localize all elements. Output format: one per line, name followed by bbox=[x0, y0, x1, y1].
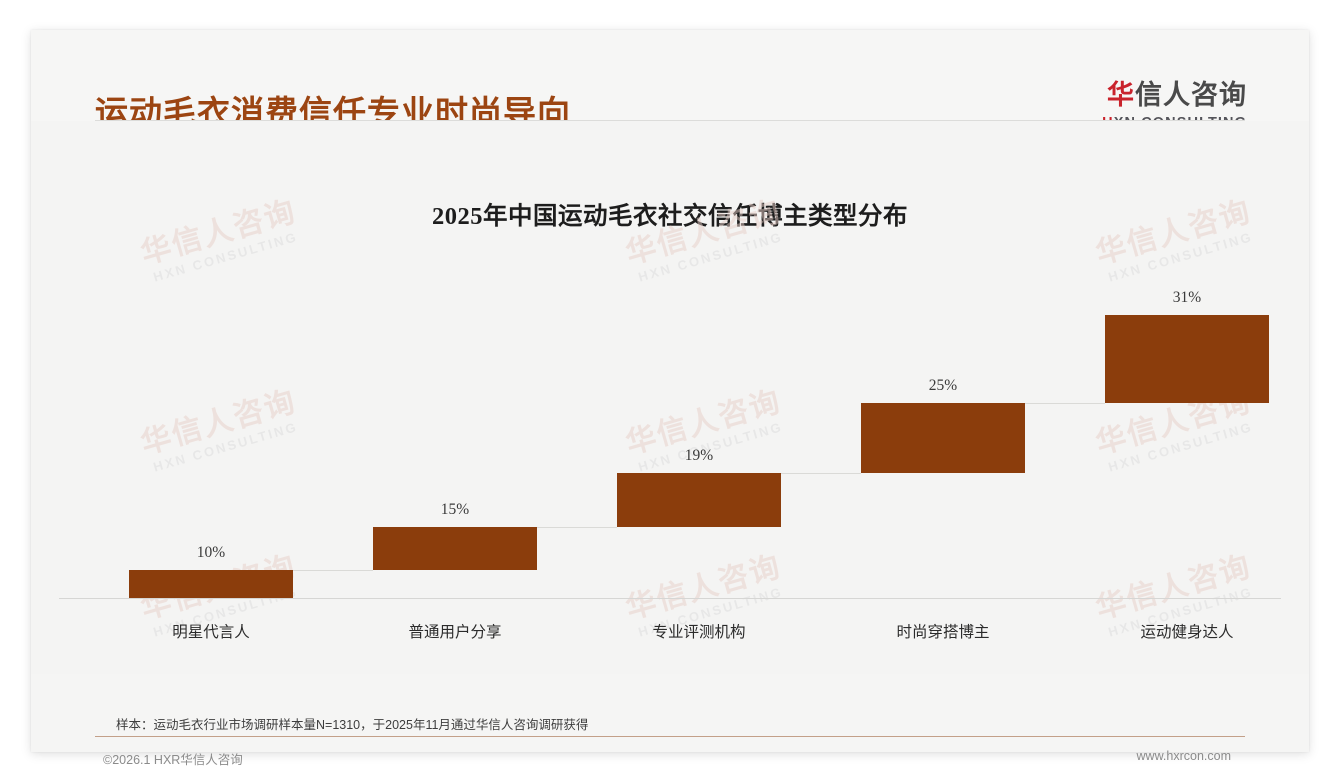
category-label: 时尚穿搭博主 bbox=[896, 624, 990, 641]
footer-divider bbox=[95, 736, 1245, 737]
bar-value-label: 10% bbox=[196, 543, 226, 561]
bar[interactable] bbox=[861, 402, 1025, 474]
copyright-text: ©2026.1 HXR华信人咨询 bbox=[103, 753, 243, 767]
waterfall-connector bbox=[537, 527, 617, 529]
chart-axis-line bbox=[59, 598, 1281, 599]
slide-header: 运动毛衣消费信任专业时尚导向 华信人咨询 HXN CONSULTING bbox=[31, 30, 1309, 140]
bar-value-label: 19% bbox=[684, 447, 714, 465]
waterfall-chart: 10% 明星代言人 15% 普通用户分享 19% 专业评测机构 25% 时尚穿搭博主 31% 运动… bbox=[31, 121, 1309, 674]
chart-plot-area: 10% 明星代言人 15% 普通用户分享 19% 专业评测机构 25% 时尚穿搭博主 31% 运动… bbox=[31, 121, 1309, 674]
header-divider bbox=[95, 120, 1245, 121]
bar[interactable] bbox=[373, 527, 537, 570]
logo-chinese-text: 华信人咨询 bbox=[1095, 82, 1247, 109]
chart-title: 2025年中国运动毛衣社交信任博主类型分布 bbox=[432, 203, 908, 230]
bar-value-label: 25% bbox=[928, 376, 958, 394]
slide-footer: ©2026.1 HXR华信人咨询 www.hxrcon.com bbox=[31, 737, 1309, 767]
sample-footnote: 样本：运动毛衣行业市场调研样本量N=1310，于2025年11月通过华信人咨询调… bbox=[116, 718, 589, 732]
waterfall-connector bbox=[1025, 402, 1105, 404]
website-url: www.hxrcon.com bbox=[1136, 749, 1231, 763]
logo-chinese-rest: 信人咨询 bbox=[1135, 80, 1247, 110]
logo-accent-char: 华 bbox=[1107, 80, 1135, 110]
slide-body: 2025年中国运动毛衣社交信任博主类型分布 华信人咨询 HXN CONSULTIN… bbox=[31, 121, 1309, 674]
bar-value-label: 15% bbox=[440, 501, 470, 519]
bar[interactable] bbox=[1105, 315, 1269, 403]
category-label: 运动健身达人 bbox=[1140, 624, 1234, 641]
bar[interactable] bbox=[129, 569, 293, 598]
category-label: 普通用户分享 bbox=[408, 624, 502, 641]
category-label: 专业评测机构 bbox=[652, 624, 746, 641]
slide-card: 运动毛衣消费信任专业时尚导向 华信人咨询 HXN CONSULTING 2025… bbox=[31, 30, 1309, 767]
waterfall-connector bbox=[781, 473, 861, 475]
bar-value-label: 31% bbox=[1172, 289, 1202, 306]
category-label: 明星代言人 bbox=[172, 624, 250, 641]
waterfall-connector bbox=[293, 569, 373, 571]
bar[interactable] bbox=[617, 473, 781, 528]
